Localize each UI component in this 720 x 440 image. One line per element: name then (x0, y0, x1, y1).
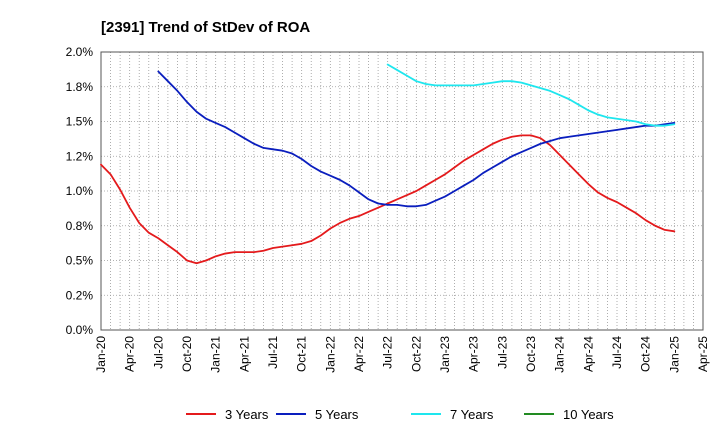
series-line-3-years (100, 134, 676, 265)
x-tick-label: Jan-20 (94, 336, 108, 373)
x-tick-label: Jul-21 (266, 336, 280, 369)
legend: 3 Years 5 Years 7 Years 10 Years (186, 407, 614, 422)
y-tick-label: 1.2% (66, 149, 94, 163)
x-tick-label: Apr-21 (237, 336, 251, 372)
x-tick-label: Jul-22 (381, 336, 395, 369)
x-tick-label: Jan-23 (438, 336, 452, 373)
x-tick-label: Jan-22 (323, 336, 337, 373)
x-tick-label: Jul-23 (495, 336, 509, 369)
x-tick-label: Apr-25 (696, 336, 710, 372)
y-tick-label: 1.5% (66, 115, 94, 129)
x-tick-label: Oct-22 (409, 336, 423, 372)
y-tick-label: 0.8% (66, 219, 94, 233)
x-tick-label: Jan-25 (667, 336, 681, 373)
y-tick-label: 1.0% (66, 184, 94, 198)
x-tick-label: Oct-24 (639, 336, 653, 372)
plot-border (100, 51, 704, 331)
legend-label-7-years: 7 Years (450, 407, 494, 422)
x-tick-label: Oct-21 (295, 336, 309, 372)
y-tick-label: 2.0% (66, 45, 94, 59)
series-line-7-years (386, 63, 676, 127)
x-tick-label: Apr-22 (352, 336, 366, 372)
y-tick-label: 0.0% (66, 323, 94, 337)
x-tick-label: Jan-24 (553, 336, 567, 373)
x-tick-label: Oct-23 (524, 336, 538, 372)
plot-area: 0.0% 0.2% 0.5% 0.8% 1.0% 1.2% 1.5% 1.8% 2.0% Jan-… (66, 45, 710, 373)
x-tick-label: Apr-20 (123, 336, 137, 372)
y-tick-label: 0.5% (66, 254, 94, 268)
x-tick-label: Jul-24 (610, 336, 624, 369)
legend-label-10-years: 10 Years (563, 407, 614, 422)
x-tick-label: Jan-21 (209, 336, 223, 373)
legend-label-5-years: 5 Years (315, 407, 359, 422)
series-line-5-years (157, 70, 676, 208)
chart-title: [2391] Trend of StDev of ROA (101, 19, 310, 36)
x-tick-label: Apr-23 (467, 336, 481, 372)
legend-label-3-years: 3 Years (225, 407, 269, 422)
y-tick-label: 0.2% (66, 288, 94, 302)
x-tick-label: Jul-20 (151, 336, 165, 369)
y-tick-label: 1.8% (66, 80, 94, 94)
x-tick-label: Oct-20 (180, 336, 194, 372)
x-tick-label: Apr-24 (581, 336, 595, 372)
